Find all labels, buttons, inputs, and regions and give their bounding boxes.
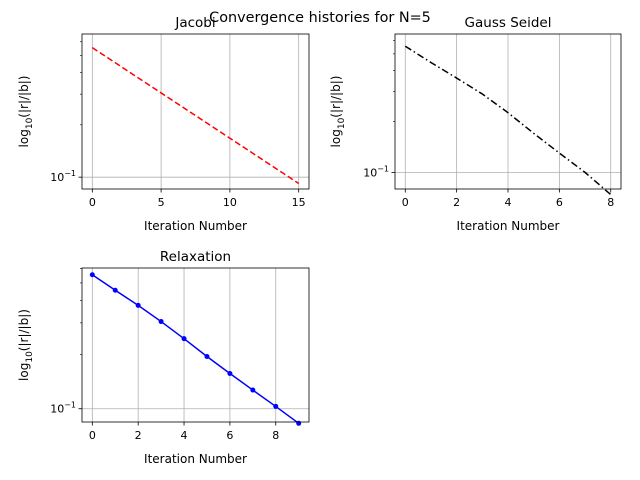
x-tick-label: 4: [505, 196, 512, 209]
subplot-title: Gauss Seidel: [465, 15, 552, 31]
figure-suptitle: Convergence histories for N=5: [209, 10, 431, 26]
subplot-1: 0 2 4 6 8 10−1 Gauss Seidel Iteration Number log…: [329, 15, 622, 233]
data-point: [250, 387, 256, 393]
y-axis-label: log10(|r|/|b|): [17, 76, 35, 148]
x-tick-label: 0: [89, 429, 96, 442]
x-tick-label: 4: [181, 429, 188, 442]
x-tick-label: 15: [292, 196, 306, 209]
data-point: [296, 420, 302, 426]
x-tick-label: 10: [223, 196, 237, 209]
data-point: [158, 319, 164, 325]
x-tick-label: 2: [453, 196, 460, 209]
x-tick-label: 5: [158, 196, 165, 209]
data-point: [112, 287, 118, 293]
x-tick-label: 2: [135, 429, 142, 442]
x-axis-label: Iteration Number: [144, 452, 247, 466]
axes-frame: [81, 267, 310, 423]
subplot-2: 0 2 4 6 8 10−1 Relaxation Iteration Number log10…: [17, 249, 310, 466]
data-point: [181, 336, 187, 342]
x-axis-label: Iteration Number: [144, 219, 247, 233]
data-point: [89, 272, 95, 278]
data-point: [273, 403, 279, 409]
y-tick-label: 10−1: [363, 164, 389, 179]
x-tick-label: 6: [226, 429, 233, 442]
x-tick-label: 0: [89, 196, 96, 209]
x-tick-label: 8: [272, 429, 279, 442]
data-point: [227, 370, 233, 376]
subplot-title: Relaxation: [160, 249, 231, 265]
y-axis-label: log10(|r|/|b|): [329, 76, 347, 148]
y-tick-label: 10−1: [50, 401, 76, 416]
series-line-0: [91, 47, 300, 185]
series-line-0: [91, 274, 300, 424]
data-point: [135, 302, 141, 308]
subplot-0: 0 5 10 15 10−1 Jacobi Iteration Number log10(|r…: [17, 15, 310, 233]
x-axis-label: Iteration Number: [457, 219, 560, 233]
x-tick-label: 0: [402, 196, 409, 209]
series-line-0: [404, 45, 612, 196]
data-point: [204, 354, 210, 360]
axes-frame: [81, 33, 310, 190]
x-tick-label: 6: [556, 196, 563, 209]
subplot-title: Jacobi: [174, 15, 215, 31]
y-tick-label: 10−1: [50, 169, 76, 184]
y-axis-label: log10(|r|/|b|): [17, 309, 35, 381]
x-tick-label: 8: [607, 196, 614, 209]
